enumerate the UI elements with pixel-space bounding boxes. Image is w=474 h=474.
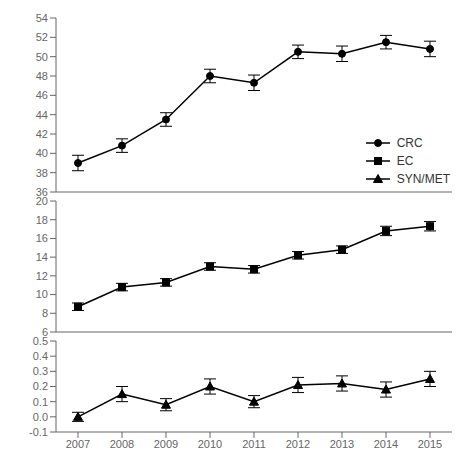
svg-text:38: 38 xyxy=(36,167,48,179)
svg-text:2008: 2008 xyxy=(110,438,134,450)
svg-text:20: 20 xyxy=(36,196,48,207)
svg-text:12: 12 xyxy=(36,270,48,282)
svg-text:-0.1: -0.1 xyxy=(29,426,48,438)
svg-text:46: 46 xyxy=(36,89,48,101)
svg-text:2007: 2007 xyxy=(66,438,90,450)
html-text:CRC: CRC xyxy=(396,136,423,150)
svg-text:36: 36 xyxy=(36,186,48,196)
svg-text:18: 18 xyxy=(36,214,48,226)
svg-text:10: 10 xyxy=(36,288,48,300)
svg-text:40: 40 xyxy=(36,147,48,159)
svg-text:2011: 2011 xyxy=(242,438,266,450)
svg-text:2015: 2015 xyxy=(418,438,442,450)
svg-text:2013: 2013 xyxy=(330,438,354,450)
svg-text:44: 44 xyxy=(36,109,48,121)
svg-text:48: 48 xyxy=(36,70,48,82)
svg-text:6: 6 xyxy=(42,326,48,336)
svg-text:0.4: 0.4 xyxy=(33,350,48,362)
svg-text:14: 14 xyxy=(36,251,48,263)
svg-text:42: 42 xyxy=(36,128,48,140)
svg-text:52: 52 xyxy=(36,31,48,43)
svg-text:0.5: 0.5 xyxy=(33,336,48,347)
svg-text:16: 16 xyxy=(36,232,48,244)
svg-text:0.3: 0.3 xyxy=(33,365,48,377)
svg-text:2012: 2012 xyxy=(286,438,310,450)
svg-text:0.1: 0.1 xyxy=(33,396,48,408)
html-text:EC: EC xyxy=(396,154,414,168)
svg-text:0.2: 0.2 xyxy=(33,380,48,392)
svg-text:0.0: 0.0 xyxy=(33,411,48,423)
svg-text:54: 54 xyxy=(36,12,48,24)
svg-text:2009: 2009 xyxy=(154,438,178,450)
svg-text:8: 8 xyxy=(42,307,48,319)
svg-text:2010: 2010 xyxy=(198,438,222,450)
svg-text:2014: 2014 xyxy=(374,438,398,450)
svg-text:50: 50 xyxy=(36,51,48,63)
html-text:SYN/MET: SYN/MET xyxy=(396,172,450,186)
